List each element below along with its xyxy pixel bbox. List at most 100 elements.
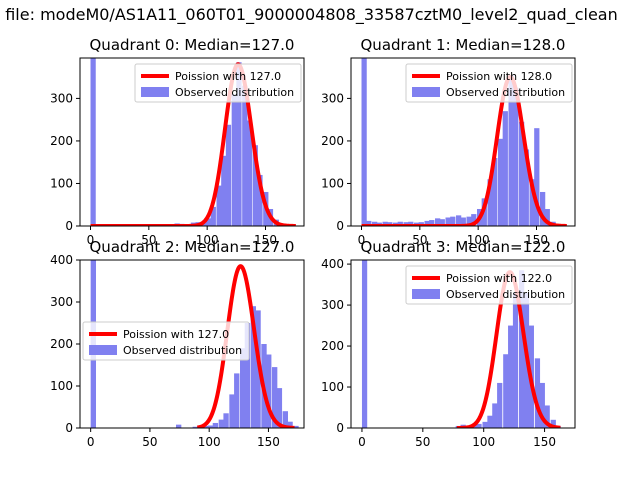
histogram-bar (529, 179, 535, 226)
histogram-bar (236, 62, 242, 226)
histogram-bar (252, 145, 258, 226)
x-tick-label: 100 (472, 435, 495, 449)
panel-title: Quadrant 0: Median=127.0 (90, 36, 295, 54)
histogram-bar (210, 206, 216, 226)
y-tick-label: 300 (321, 298, 344, 312)
histogram-bar (534, 128, 540, 226)
poisson-fit-line (195, 264, 296, 428)
histogram-bar (234, 373, 240, 428)
legend-box (82, 321, 250, 361)
histogram-bar (502, 111, 508, 226)
histogram-bar (519, 121, 525, 226)
histogram-bar (382, 221, 388, 226)
legend-hist-swatch (89, 345, 117, 355)
histogram-bar (508, 325, 514, 428)
x-tick-label: 100 (198, 435, 221, 449)
y-tick-label: 200 (50, 337, 73, 351)
x-tick-label: 0 (87, 435, 95, 449)
histogram-bar (212, 422, 219, 428)
histogram-bar (498, 138, 504, 226)
x-tick-label: 50 (415, 435, 430, 449)
histogram-bar (206, 218, 212, 226)
histogram-bar (424, 220, 430, 226)
histogram-bar (90, 58, 96, 226)
histogram-bar (372, 221, 378, 226)
legend-hist-label: Observed distribution (175, 86, 294, 99)
histogram-bar (276, 388, 283, 428)
y-tick-label: 0 (336, 421, 344, 435)
figure-title: n file: modeM0/AS1A11_060T01_9000004808_… (0, 5, 618, 25)
histogram-bar (456, 215, 462, 226)
histogram-bar (497, 382, 503, 428)
y-tick-label: 100 (321, 380, 344, 394)
histogram-bar (544, 208, 550, 226)
panel-quadrant-1: Quadrant 1: Median=128.0 0 50 100 150 0 100 200… (321, 36, 576, 247)
histogram-bar (246, 120, 253, 226)
histogram-bar (266, 354, 272, 428)
legend: Poission with 127.0 Observed distribution (134, 63, 302, 103)
x-tick-label: 150 (254, 233, 277, 247)
histogram-bar (240, 348, 246, 428)
histogram-bar (523, 149, 529, 226)
legend-hist-swatch (141, 87, 169, 97)
histogram-bar (539, 382, 545, 428)
legend-box (405, 265, 573, 305)
axes-frame (350, 259, 576, 429)
legend-fit-label: Poission with 122.0 (446, 272, 552, 285)
histogram-bar (218, 419, 224, 428)
histogram-bar (476, 423, 482, 428)
histogram-bar (366, 220, 372, 226)
histogram-bar (544, 405, 550, 428)
histogram-bar (244, 323, 251, 428)
x-tick-label: 0 (87, 233, 95, 247)
y-tick-label: 300 (50, 91, 73, 105)
y-tick-label: 400 (50, 253, 73, 267)
legend-box (405, 63, 573, 103)
histogram-bar (487, 179, 493, 226)
histogram-bar (397, 221, 403, 226)
panel-quadrant-3: Quadrant 3: Median=122.0 0 50 100 150 0 100 200… (321, 238, 576, 449)
histogram-bar (225, 124, 232, 226)
histogram-bar (231, 94, 237, 226)
legend-box (134, 63, 302, 103)
histogram-bar (208, 425, 214, 428)
histogram-bar (282, 411, 288, 428)
legend-fit-label: Poission with 128.0 (446, 70, 552, 83)
y-tick-label: 400 (321, 257, 344, 271)
histogram-bar (257, 174, 263, 226)
legend-hist-label: Observed distribution (446, 288, 565, 301)
legend: Poission with 128.0 Observed distribution (405, 63, 573, 103)
legend-fit-label: Poission with 127.0 (175, 70, 281, 83)
histogram-bar (471, 214, 477, 226)
x-tick-label: 50 (142, 435, 157, 449)
y-tick-label: 100 (50, 379, 73, 393)
y-tick-label: 100 (321, 176, 344, 190)
histogram-bar (201, 223, 207, 226)
histogram-bar (221, 155, 227, 226)
histogram-bar (503, 354, 509, 428)
histogram-bar (466, 216, 472, 226)
histogram-bar (513, 87, 519, 226)
histogram-bar (272, 367, 278, 428)
x-tick-label: 100 (467, 233, 490, 247)
histogram-bar (435, 218, 441, 226)
legend-hist-swatch (412, 87, 440, 97)
x-tick-label: 150 (257, 435, 280, 449)
y-tick-label: 300 (321, 91, 344, 105)
legend-hist-label: Observed distribution (123, 344, 242, 357)
histogram-bar (487, 415, 493, 428)
x-tick-label: 50 (141, 233, 156, 247)
panel-quadrant-0: Quadrant 0: Median=127.0 0 50 100 150 0 100 200… (50, 36, 305, 247)
histogram-bar (492, 403, 498, 428)
y-tick-label: 0 (336, 219, 344, 233)
x-tick-label: 0 (358, 435, 366, 449)
histogram-bar (176, 424, 182, 428)
y-tick-label: 200 (321, 339, 344, 353)
histogram-bar (445, 217, 451, 226)
legend-hist-swatch (412, 289, 440, 299)
histogram-bar (519, 270, 525, 428)
legend: Poission with 122.0 Observed distribution (405, 265, 573, 305)
histogram-bar (439, 219, 445, 226)
histogram-bar (361, 260, 368, 428)
